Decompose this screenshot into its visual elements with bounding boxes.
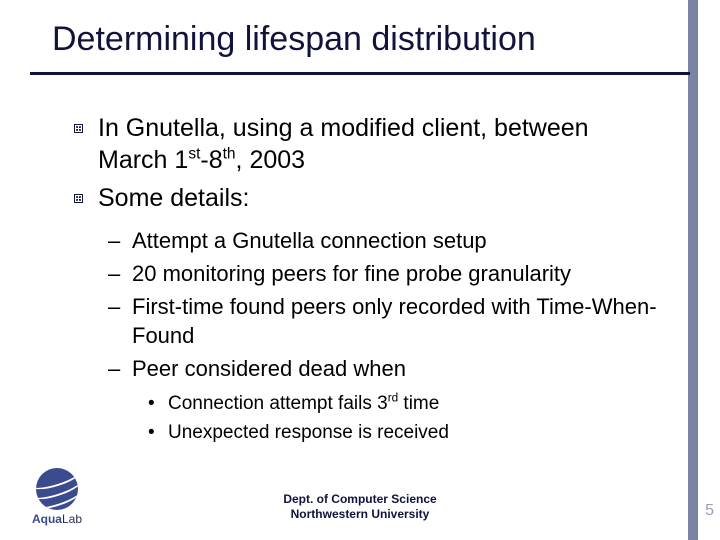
sub-bullet-4-text: Peer considered dead when	[132, 356, 406, 381]
slide-content: In Gnutella, using a modified client, be…	[94, 112, 664, 448]
subsub-2-text: Unexpected response is received	[168, 422, 449, 443]
square-bullet-icon	[74, 124, 83, 133]
sidebar-stripe	[688, 0, 698, 540]
sub-bullet-block: Attempt a Gnutella connection setup 20 m…	[94, 226, 664, 445]
sub-bullet-2-text: 20 monitoring peers for fine probe granu…	[132, 261, 571, 286]
title-rule	[30, 72, 690, 75]
subsub-bullet-block: Connection attempt fails 3rd time Unexpe…	[126, 391, 664, 445]
subsub-1-text-a: Connection attempt fails 3	[168, 393, 388, 414]
sub-bullet-3: First-time found peers only recorded wit…	[126, 292, 664, 350]
sub-bullet-4: Peer considered dead when	[126, 354, 664, 383]
footer-line-1: Dept. of Computer Science	[283, 492, 436, 506]
square-bullet-icon	[74, 194, 83, 203]
bullet-1-sup-2: th	[223, 146, 236, 163]
subsub-1-text-b: time	[398, 393, 439, 414]
bullet-1-text-a: In Gnutella, using a modified client, be…	[98, 114, 589, 174]
bullet-1-sup-1: st	[188, 146, 200, 163]
subsub-bullet-1: Connection attempt fails 3rd time	[162, 391, 664, 417]
sub-bullet-1-text: Attempt a Gnutella connection setup	[132, 228, 487, 253]
sub-bullet-2: 20 monitoring peers for fine probe granu…	[126, 259, 664, 288]
bullet-2: Some details:	[94, 182, 664, 214]
footer-dept: Dept. of Computer Science Northwestern U…	[0, 492, 720, 522]
sub-bullet-3-text: First-time found peers only recorded wit…	[132, 294, 657, 348]
bullet-1-text-b: -8	[200, 146, 222, 174]
page-number: 5	[705, 502, 714, 520]
bullet-1: In Gnutella, using a modified client, be…	[94, 112, 664, 176]
footer-line-2: Northwestern University	[291, 507, 430, 521]
bullet-2-text: Some details:	[98, 184, 249, 212]
subsub-bullet-2: Unexpected response is received	[162, 420, 664, 446]
sub-bullet-1: Attempt a Gnutella connection setup	[126, 226, 664, 255]
bullet-1-text-c: , 2003	[236, 146, 306, 174]
subsub-1-sup: rd	[388, 392, 398, 405]
slide-title: Determining lifespan distribution	[52, 20, 536, 59]
